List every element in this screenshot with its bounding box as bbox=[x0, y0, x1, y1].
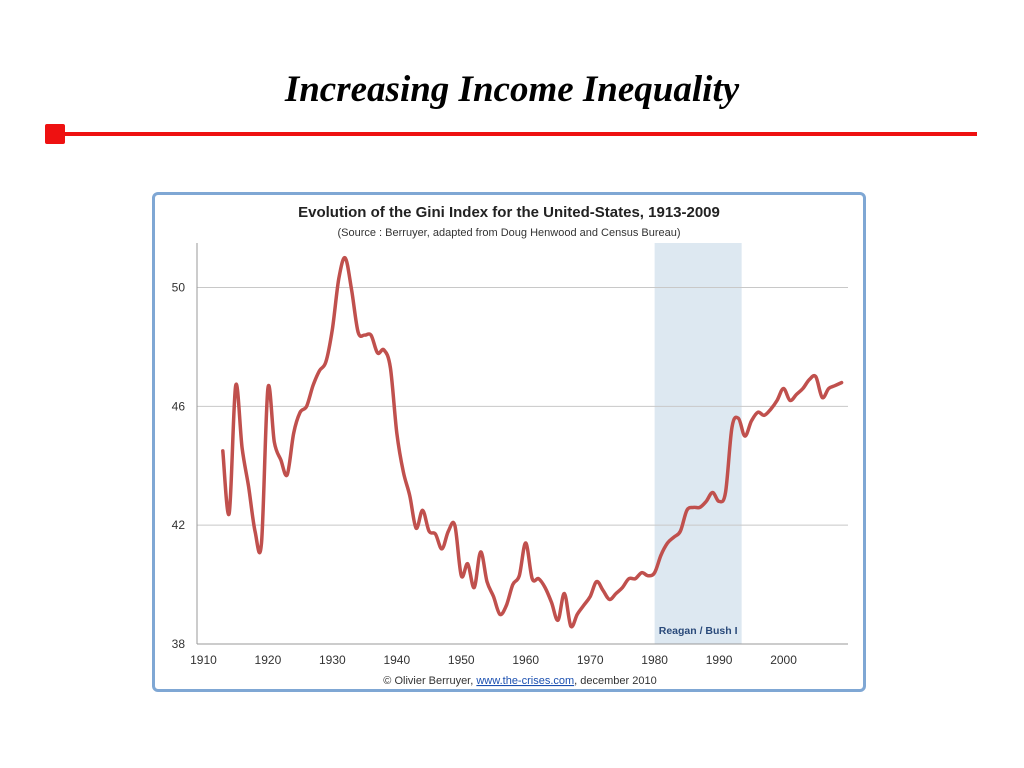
x-tick-labels: 1910 1920 1930 1940 1950 1960 1970 1980 1990 2000 bbox=[190, 653, 797, 667]
gini-chart: 38 42 46 50 1910 1920 1930 1940 1950 1960 1970 198… bbox=[172, 204, 848, 687]
chart-subtitle: (Source : Berruyer, adapted from Doug He… bbox=[337, 227, 680, 239]
band-label: Reagan / Bush I bbox=[659, 625, 738, 637]
x-tick-label: 1960 bbox=[512, 653, 539, 667]
reagan-bush-band bbox=[654, 243, 742, 644]
credit-link[interactable]: www.the-crises.com bbox=[475, 675, 574, 687]
y-tick-label: 42 bbox=[172, 518, 186, 532]
chart-title: Evolution of the Gini Index for the Unit… bbox=[298, 204, 720, 221]
x-tick-label: 1930 bbox=[319, 653, 346, 667]
title-rule-line bbox=[62, 132, 977, 136]
chart-credit: © Olivier Berruyer, www.the-crises.com, … bbox=[383, 675, 656, 687]
x-tick-label: 1950 bbox=[448, 653, 475, 667]
x-tick-label: 1920 bbox=[255, 653, 282, 667]
gridlines bbox=[197, 287, 848, 526]
slide-title: Increasing Income Inequality bbox=[284, 69, 740, 110]
x-tick-label: 1990 bbox=[706, 653, 733, 667]
y-tick-label: 38 bbox=[172, 637, 186, 651]
x-tick-label: 1980 bbox=[641, 653, 668, 667]
title-rule-marker bbox=[45, 124, 65, 144]
credit-suffix: , december 2010 bbox=[574, 675, 657, 687]
y-tick-label: 50 bbox=[172, 281, 186, 295]
x-tick-label: 1910 bbox=[190, 653, 217, 667]
chart-frame: 38 42 46 50 1910 1920 1930 1940 1950 1960 1970 198… bbox=[152, 192, 866, 692]
y-tick-labels: 38 42 46 50 bbox=[172, 281, 186, 651]
x-tick-label: 1970 bbox=[577, 653, 604, 667]
y-tick-label: 46 bbox=[172, 399, 186, 413]
x-tick-label: 1940 bbox=[383, 653, 410, 667]
x-tick-label: 2000 bbox=[770, 653, 797, 667]
gini-series-line bbox=[221, 255, 844, 629]
credit-prefix: © Olivier Berruyer, bbox=[383, 675, 473, 687]
